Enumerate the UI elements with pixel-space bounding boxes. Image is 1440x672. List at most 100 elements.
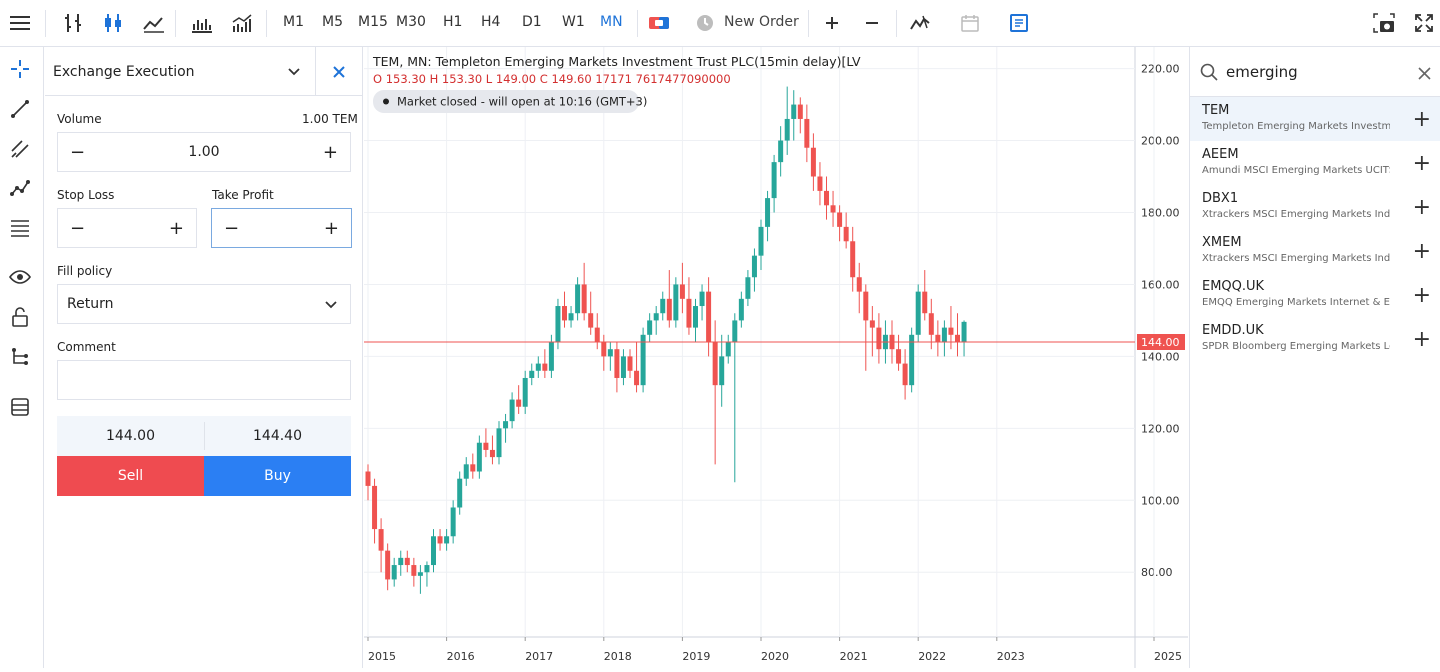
candle-body[interactable] bbox=[594, 327, 600, 342]
timeframe-d1[interactable]: D1 bbox=[522, 14, 542, 30]
chevron-down-icon[interactable] bbox=[287, 64, 301, 83]
add-symbol-icon[interactable]: + bbox=[1412, 107, 1431, 132]
candle-body[interactable] bbox=[365, 471, 371, 486]
candle-body[interactable] bbox=[555, 306, 561, 342]
trend-line-icon[interactable] bbox=[8, 97, 32, 121]
candle-body[interactable] bbox=[542, 363, 548, 371]
candle-body[interactable] bbox=[568, 313, 574, 321]
candle-body[interactable] bbox=[738, 298, 744, 321]
candle-body[interactable] bbox=[627, 356, 633, 371]
timeframe-m30[interactable]: M30 bbox=[396, 14, 426, 30]
add-symbol-icon[interactable]: + bbox=[1412, 283, 1431, 308]
candle-body[interactable] bbox=[372, 485, 378, 530]
candle-body[interactable] bbox=[437, 536, 443, 544]
candle-body[interactable] bbox=[896, 349, 902, 364]
zoom-in-icon[interactable] bbox=[819, 10, 845, 36]
candle-body[interactable] bbox=[424, 565, 430, 573]
symbol-item[interactable]: XMEM Xtrackers MSCI Emerging Markets Inde… bbox=[1190, 229, 1440, 273]
candle-body[interactable] bbox=[673, 284, 679, 321]
candle-body[interactable] bbox=[837, 212, 843, 227]
candle-body[interactable] bbox=[417, 572, 423, 576]
symbol-item[interactable]: EMQQ.UK EMQQ Emerging Markets Internet & … bbox=[1190, 273, 1440, 317]
candle-body[interactable] bbox=[797, 104, 803, 119]
sell-button[interactable]: Sell bbox=[57, 456, 204, 496]
candle-body[interactable] bbox=[948, 327, 954, 335]
candle-body[interactable] bbox=[398, 557, 404, 566]
add-symbol-icon[interactable]: + bbox=[1412, 151, 1431, 176]
candlestick-chart[interactable]: 220.00 200.00 180.00 160.00 140.00 120.00 100.… bbox=[364, 47, 1188, 668]
candle-body[interactable] bbox=[411, 565, 417, 576]
candle-body[interactable] bbox=[378, 529, 384, 551]
candle-body[interactable] bbox=[699, 291, 705, 307]
object-tree-icon[interactable] bbox=[8, 345, 32, 369]
screenshot-icon[interactable] bbox=[1371, 10, 1397, 36]
timeframe-m5[interactable]: M5 bbox=[322, 14, 343, 30]
volume-increase-button[interactable]: + bbox=[322, 142, 338, 163]
candle-body[interactable] bbox=[640, 334, 646, 386]
candle-body[interactable] bbox=[660, 298, 666, 314]
candle-body[interactable] bbox=[470, 464, 476, 472]
candle-body[interactable] bbox=[778, 140, 784, 163]
candle-body[interactable] bbox=[791, 104, 797, 119]
candle-body[interactable] bbox=[843, 226, 849, 242]
candle-body[interactable] bbox=[614, 349, 620, 378]
indicators-icon[interactable] bbox=[228, 10, 254, 36]
candle-body[interactable] bbox=[607, 349, 613, 357]
comment-input[interactable] bbox=[57, 360, 351, 400]
candle-body[interactable] bbox=[457, 478, 463, 508]
candle-body[interactable] bbox=[483, 442, 489, 450]
candle-body[interactable] bbox=[745, 277, 751, 299]
candle-body[interactable] bbox=[935, 334, 941, 342]
candle-body[interactable] bbox=[693, 306, 698, 328]
add-symbol-icon[interactable]: + bbox=[1412, 195, 1431, 220]
timeframe-w1[interactable]: W1 bbox=[562, 14, 585, 30]
candle-body[interactable] bbox=[522, 377, 528, 407]
candle-body[interactable] bbox=[751, 255, 757, 278]
candle-body[interactable] bbox=[686, 298, 692, 328]
fill-policy-select[interactable]: Return bbox=[57, 284, 351, 324]
candle-body[interactable] bbox=[653, 313, 659, 321]
channel-tool-icon[interactable] bbox=[8, 137, 32, 161]
crosshair-icon[interactable] bbox=[8, 57, 32, 81]
buy-button[interactable]: Buy bbox=[204, 456, 351, 496]
stop-loss-stepper[interactable]: − + bbox=[57, 208, 197, 248]
timeframe-mn[interactable]: MN bbox=[600, 14, 623, 30]
symbol-item[interactable]: AEEM Amundi MSCI Emerging Markets UCITS + bbox=[1190, 141, 1440, 185]
volume-input[interactable]: 1.00 bbox=[188, 144, 220, 160]
candle-body[interactable] bbox=[529, 370, 535, 378]
candle-body[interactable] bbox=[771, 162, 777, 199]
candle-body[interactable] bbox=[634, 370, 640, 386]
zoom-out-icon[interactable] bbox=[859, 10, 885, 36]
candle-body[interactable] bbox=[404, 557, 410, 566]
candle-body[interactable] bbox=[804, 118, 810, 148]
candle-body[interactable] bbox=[876, 327, 882, 350]
execution-type-select[interactable]: Exchange Execution bbox=[53, 64, 195, 80]
calendar-icon[interactable] bbox=[957, 10, 983, 36]
candle-body[interactable] bbox=[928, 313, 934, 335]
take-profit-stepper[interactable]: − + bbox=[211, 208, 352, 248]
candle-body[interactable] bbox=[725, 342, 731, 357]
take-profit-decrease-button[interactable]: − bbox=[224, 218, 240, 239]
candle-body[interactable] bbox=[830, 205, 836, 213]
candle-body[interactable] bbox=[666, 298, 672, 321]
candle-body[interactable] bbox=[647, 320, 653, 335]
candle-body[interactable] bbox=[581, 284, 587, 314]
candle-body[interactable] bbox=[863, 291, 869, 321]
stop-loss-increase-button[interactable]: + bbox=[168, 218, 184, 239]
fibonacci-tool-icon[interactable] bbox=[8, 216, 32, 240]
candle-body[interactable] bbox=[817, 176, 823, 191]
news-icon[interactable] bbox=[1006, 10, 1032, 36]
candle-body[interactable] bbox=[784, 118, 790, 141]
candle-body[interactable] bbox=[496, 428, 502, 458]
candle-body[interactable] bbox=[961, 321, 967, 342]
timeframe-m1[interactable]: M1 bbox=[283, 14, 304, 30]
new-order-clock-icon[interactable] bbox=[692, 10, 718, 36]
visibility-eye-icon[interactable] bbox=[8, 265, 32, 289]
clear-search-icon[interactable] bbox=[1418, 65, 1431, 84]
candles-chart-type-icon[interactable] bbox=[100, 10, 126, 36]
candle-body[interactable] bbox=[856, 277, 862, 292]
take-profit-increase-button[interactable]: + bbox=[323, 218, 339, 239]
candle-body[interactable] bbox=[562, 306, 567, 321]
candle-body[interactable] bbox=[810, 147, 816, 177]
candle-body[interactable] bbox=[922, 291, 928, 314]
